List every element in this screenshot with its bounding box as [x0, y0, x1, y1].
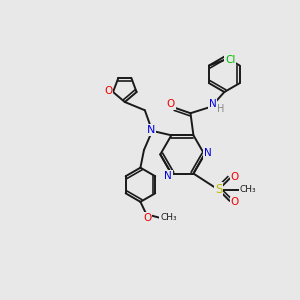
Text: N: N	[164, 171, 172, 181]
Text: N: N	[204, 148, 212, 158]
Text: O: O	[143, 213, 152, 223]
Text: S: S	[215, 183, 222, 196]
Text: O: O	[231, 197, 239, 207]
Text: H: H	[217, 104, 224, 114]
Text: Cl: Cl	[225, 55, 236, 65]
Text: CH₃: CH₃	[160, 213, 177, 222]
Text: O: O	[167, 99, 175, 110]
Text: O: O	[104, 86, 112, 96]
Text: O: O	[231, 172, 239, 182]
Text: CH₃: CH₃	[240, 185, 256, 194]
Text: N: N	[209, 99, 216, 110]
Text: N: N	[147, 125, 155, 135]
